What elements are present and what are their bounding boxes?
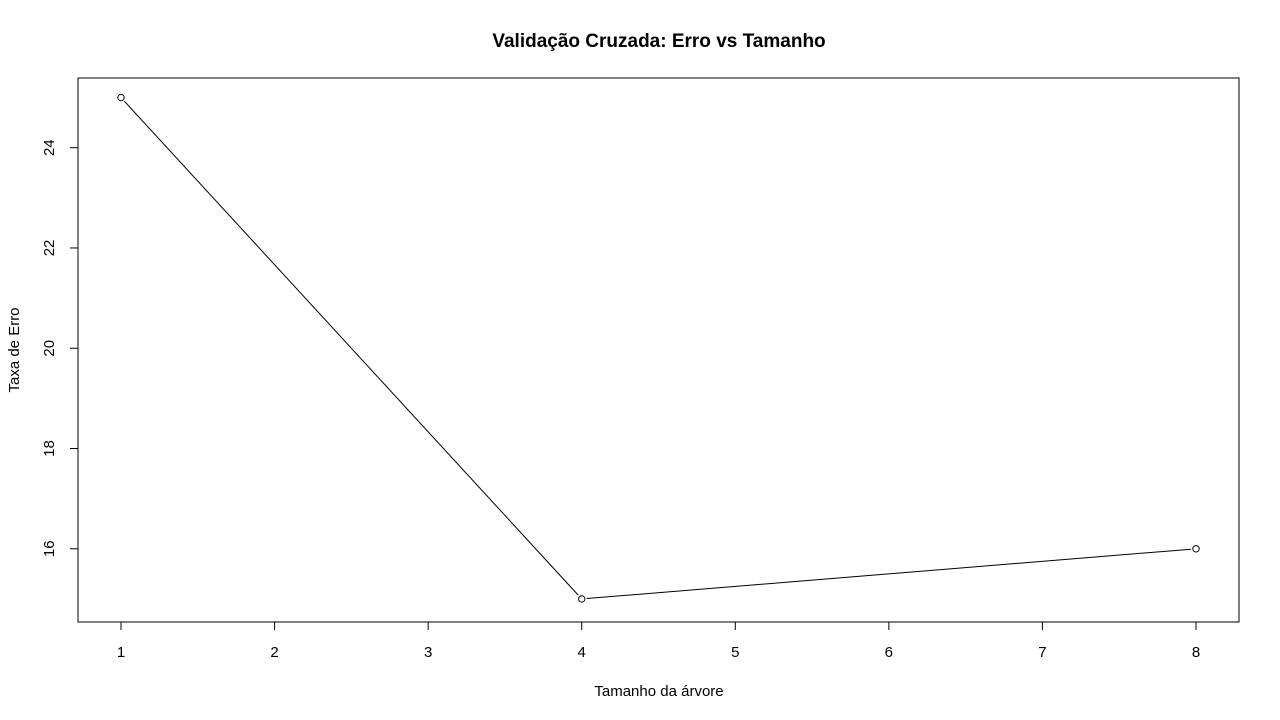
data-point [578, 595, 586, 603]
plot-area-box [77, 77, 1240, 623]
x-tick-label: 6 [885, 644, 893, 661]
y-tick-label: 16 [41, 540, 58, 557]
x-axis: 1 2 3 4 5 6 7 8 [117, 621, 1200, 661]
x-tick-label: 8 [1192, 644, 1200, 661]
x-axis-label: Tamanho da árvore [594, 683, 723, 700]
x-tick-label: 3 [424, 644, 432, 661]
y-axis-label: Taxa de Erro [6, 307, 23, 392]
series-line-segment [586, 548, 1192, 600]
series-line-segment [124, 100, 579, 596]
y-tick-label: 20 [41, 340, 58, 357]
y-tick-label: 22 [41, 240, 58, 257]
data-point [117, 93, 125, 102]
chart-title: Validação Cruzada: Erro vs Tamanho [492, 31, 825, 52]
x-tick-label: 4 [578, 644, 586, 661]
y-axis: 16 18 20 22 24 [41, 139, 79, 557]
x-tick-label: 2 [270, 644, 278, 661]
y-tick-label: 24 [41, 139, 58, 156]
y-tick-label: 18 [41, 440, 58, 457]
x-tick-label: 7 [1038, 644, 1046, 661]
x-tick-label: 1 [117, 644, 125, 661]
x-tick-label: 5 [731, 644, 739, 661]
data-point [1192, 545, 1200, 553]
data-series [117, 93, 1200, 603]
